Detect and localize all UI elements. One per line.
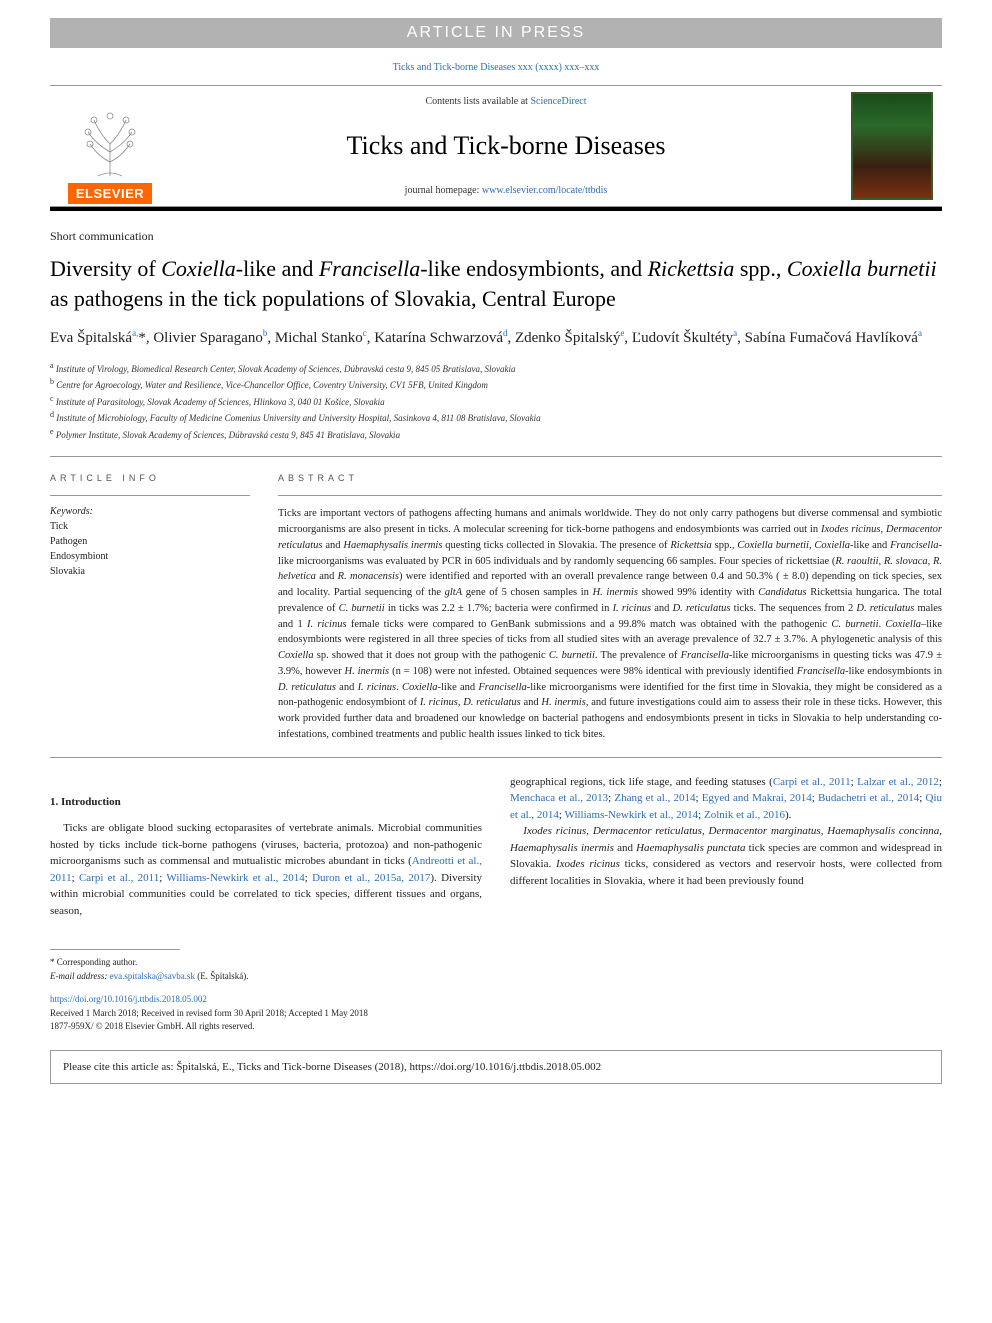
publisher-logo-cell: ELSEVIER [50,86,170,206]
thick-rule [50,207,942,211]
keyword-item: Pathogen [50,534,250,549]
banner-text: ARTICLE IN PRESS [407,24,585,41]
citation-box: Please cite this article as: Špitalská, … [50,1050,942,1084]
citation-text: Please cite this article as: Špitalská, … [63,1061,601,1073]
affiliation-item: a Institute of Virology, Biomedical Rese… [50,360,942,377]
sciencedirect-link[interactable]: ScienceDirect [530,96,586,107]
section-heading: 1. Introduction [50,794,482,811]
cover-image-cell [842,86,942,206]
affiliation-item: c Institute of Parasitology, Slovak Acad… [50,393,942,410]
divider-rule [50,495,250,496]
abstract-column: ABSTRACT Ticks are important vectors of … [278,473,942,742]
abstract-text: Ticks are important vectors of pathogens… [278,506,942,742]
body-paragraph: Ticks are obligate blood sucking ectopar… [50,820,482,919]
article-in-press-banner: ARTICLE IN PRESS [50,18,942,48]
keyword-item: Tick [50,519,250,534]
article-info-label: ARTICLE INFO [50,473,250,483]
journal-header: ELSEVIER Contents lists available at Sci… [50,85,942,207]
keywords-list: TickPathogenEndosymbiontSlovakia [50,519,250,579]
author-list: Eva Špitalskáa,*, Olivier Sparaganob, Mi… [50,327,942,350]
elsevier-tree-icon [70,104,150,179]
abstract-label: ABSTRACT [278,473,942,483]
homepage-prefix: journal homepage: [405,185,482,196]
contents-available-line: Contents lists available at ScienceDirec… [170,96,842,107]
keyword-item: Slovakia [50,564,250,579]
affiliation-item: d Institute of Microbiology, Faculty of … [50,409,942,426]
article-title: Diversity of Coxiella-like and Francisel… [50,254,942,313]
email-suffix: (E. Špitalská). [195,971,249,981]
body-paragraph: geographical regions, tick life stage, a… [510,774,942,824]
homepage-line: journal homepage: www.elsevier.com/locat… [170,185,842,196]
journal-cover-thumbnail [851,92,933,200]
keywords-label: Keywords: [50,506,250,517]
affiliation-item: e Polymer Institute, Slovak Academy of S… [50,426,942,443]
doi-link[interactable]: https://doi.org/10.1016/j.ttbdis.2018.05… [50,994,207,1004]
article-type: Short communication [50,229,942,244]
footnotes: * Corresponding author. E-mail address: … [50,956,942,983]
divider-rule [50,456,942,457]
journal-title: Ticks and Tick-borne Diseases [170,131,842,161]
affiliation-item: b Centre for Agroecology, Water and Resi… [50,376,942,393]
homepage-link[interactable]: www.elsevier.com/locate/ttbdis [482,185,607,196]
page: ARTICLE IN PRESS Ticks and Tick-borne Di… [0,18,992,1084]
divider-rule [50,757,942,758]
affiliation-list: a Institute of Virology, Biomedical Rese… [50,360,942,443]
contents-available-prefix: Contents lists available at [425,96,530,107]
corresponding-author-note: * Corresponding author. [50,956,942,970]
body-paragraph: Ixodes ricinus, Dermacentor reticulatus,… [510,823,942,889]
corresponding-email-link[interactable]: eva.spitalska@savba.sk [110,971,195,981]
received-dates: Received 1 March 2018; Received in revis… [50,1007,942,1021]
journal-reference-line: Ticks and Tick-borne Diseases xxx (xxxx)… [0,62,992,73]
article-info-column: ARTICLE INFO Keywords: TickPathogenEndos… [50,473,250,742]
body-section: 1. Introduction Ticks are obligate blood… [50,774,942,920]
journal-reference-link[interactable]: Ticks and Tick-borne Diseases xxx (xxxx)… [393,62,600,73]
email-label: E-mail address: [50,971,110,981]
footnote-rule [50,949,180,950]
email-line: E-mail address: eva.spitalska@savba.sk (… [50,970,942,984]
body-columns: 1. Introduction Ticks are obligate blood… [50,774,942,920]
doi-block: https://doi.org/10.1016/j.ttbdis.2018.05… [50,993,942,1034]
info-abstract-row: ARTICLE INFO Keywords: TickPathogenEndos… [50,473,942,742]
divider-rule [278,495,942,496]
header-center: Contents lists available at ScienceDirec… [170,86,842,206]
publisher-name: ELSEVIER [68,183,152,204]
issn-copyright: 1877-959X/ © 2018 Elsevier GmbH. All rig… [50,1020,942,1034]
main-content: Short communication Diversity of Coxiell… [0,229,992,950]
keyword-item: Endosymbiont [50,549,250,564]
